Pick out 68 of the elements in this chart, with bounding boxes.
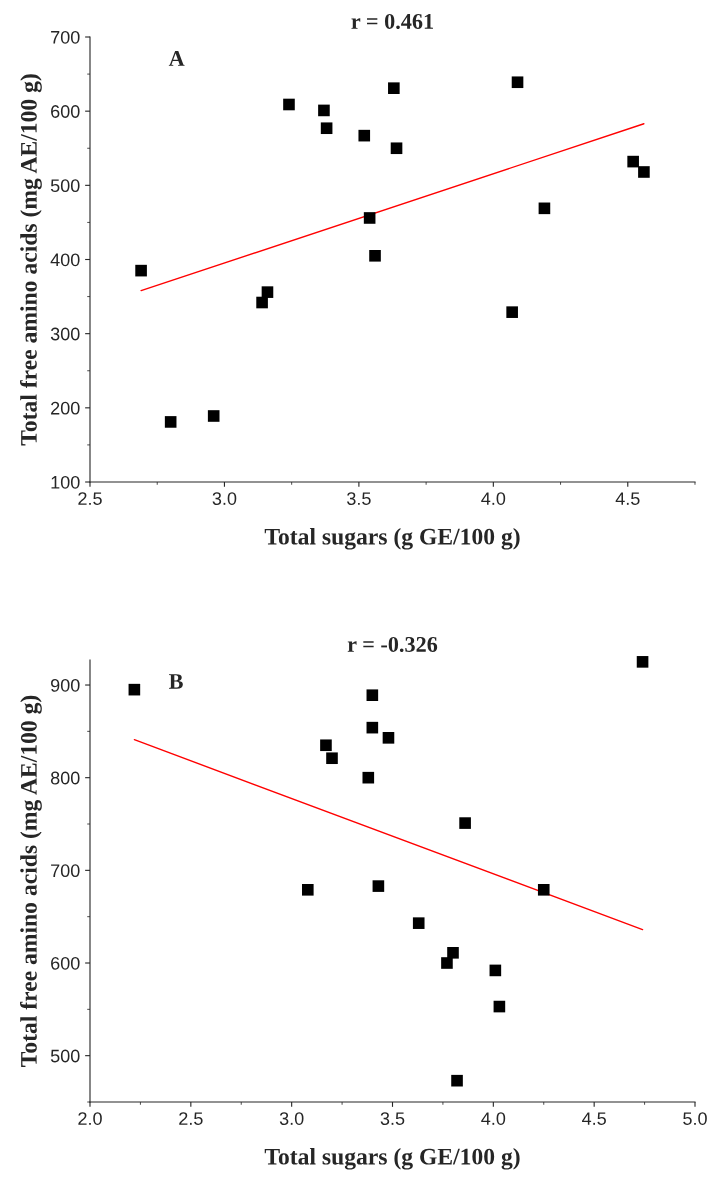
point: [366, 721, 379, 734]
x-tick-label: 3.0: [212, 492, 237, 505]
point: [207, 410, 220, 422]
point: [489, 964, 502, 977]
point: [459, 817, 471, 829]
point: [320, 739, 332, 752]
y-tick-label: 600: [51, 956, 80, 970]
y-tick-label: 800: [50, 771, 80, 785]
point: [372, 880, 385, 892]
x-axis-title: Total sugars (g GE/100 g): [264, 528, 520, 550]
y-tick-label: 100: [51, 475, 80, 489]
point: [135, 264, 147, 277]
x-tick-label: 4.0: [481, 1112, 506, 1125]
point: [283, 98, 295, 111]
point: [318, 104, 330, 117]
x-tick-label: 2.0: [78, 1112, 102, 1125]
point: [320, 122, 333, 135]
point: [627, 155, 639, 168]
y-tick-label: 600: [51, 105, 80, 118]
point: [362, 771, 375, 784]
point: [388, 82, 400, 94]
x-tick-label: 4.5: [615, 492, 640, 505]
x-tick-label: 4.5: [582, 1112, 606, 1125]
point: [511, 76, 524, 89]
point: [164, 416, 177, 428]
point: [363, 212, 376, 224]
point: [636, 656, 649, 668]
x-axis-title: Total sugars (g GE/100 g): [264, 1148, 520, 1170]
point: [390, 142, 403, 155]
y-tick-label: 700: [51, 864, 80, 878]
point: [506, 306, 518, 318]
point: [493, 1000, 506, 1013]
x-tick-label: 2.5: [179, 1112, 203, 1125]
point: [638, 166, 650, 178]
point: [412, 917, 425, 929]
point: [382, 732, 395, 744]
y-tick-label: 700: [51, 30, 80, 44]
point: [537, 883, 550, 896]
y-tick-label: 900: [51, 678, 80, 692]
point: [128, 683, 141, 696]
y-tick-label: 400: [50, 253, 80, 267]
point: [441, 957, 453, 969]
x-tick-label: 3.0: [279, 1112, 304, 1125]
point: [447, 947, 459, 959]
x-tick-label: 5.0: [683, 1112, 707, 1125]
y-tick-label: 200: [51, 401, 80, 415]
chart-title: r = -0.326: [347, 636, 438, 652]
x-tick-label: 3.5: [347, 492, 371, 505]
annotation: B: [169, 674, 183, 689]
point: [369, 249, 381, 262]
chart-title: r = 0.461: [351, 13, 433, 29]
point: [366, 689, 379, 702]
point: [538, 202, 551, 215]
y-axis-title: Total free amino acids (mg AE/100 g): [19, 74, 42, 446]
point: [451, 1074, 463, 1087]
point: [358, 129, 371, 142]
y-tick-label: 500: [50, 179, 80, 193]
y-tick-label: 500: [50, 1049, 80, 1063]
point: [326, 752, 338, 765]
x-tick-label: 3.5: [380, 1112, 405, 1125]
point: [301, 883, 314, 896]
annotation: A: [168, 51, 185, 66]
x-tick-label: 2.5: [78, 492, 102, 505]
y-axis-title: Total free amino acids (mg AE/100 g): [19, 695, 42, 1067]
point: [256, 296, 268, 309]
y-tick-label: 300: [50, 327, 80, 341]
x-tick-label: 4.0: [481, 492, 506, 505]
point: [261, 286, 274, 298]
